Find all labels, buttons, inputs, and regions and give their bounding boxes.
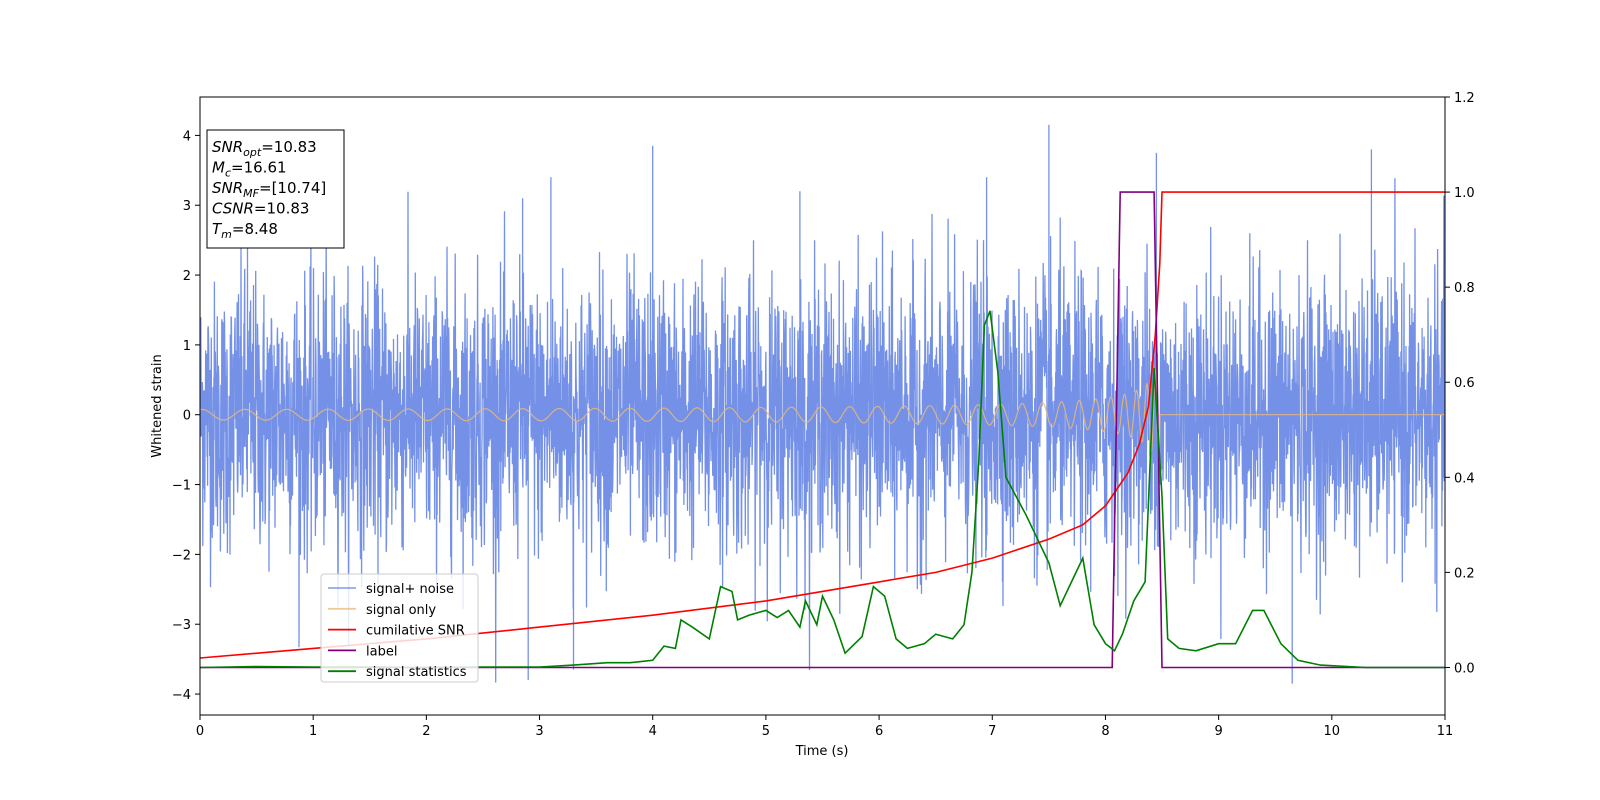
annotation-box: SNRopt=10.83Mc=16.61SNRMF=[10.74]CSNR=10… [206,129,345,249]
x-tick-label: 1 [309,724,317,739]
annotation-line: CSNR=10.83 [212,200,309,218]
legend: signal+ noise signal only cumilative SNR la… [320,573,479,683]
y-left-tick-label: −4 [172,688,191,703]
x-axis-label: Time (s) [795,744,849,759]
x-tick-label: 2 [422,724,430,739]
x-tick-label: 3 [535,724,543,739]
annotation-frame [206,129,345,249]
legend-label: signal+ noise [366,582,454,597]
legend-label: label [366,644,397,659]
x-tick-label: 11 [1437,724,1454,739]
legend-frame [320,573,479,683]
annotation-line: Tm=8.48 [212,220,278,241]
y-right-tick-label: 0.6 [1454,376,1475,391]
y-right-tick-label: 1.0 [1454,186,1475,201]
y-right-tick-label: 0.2 [1454,566,1475,581]
y-right-tick-label: 0.8 [1454,281,1475,296]
y-right-tick-label: 0.4 [1454,471,1475,486]
annotation-value: =16.61 [231,159,287,177]
x-tick-label: 10 [1324,724,1341,739]
series-line [200,369,1445,471]
x-tick-label: 0 [196,724,204,739]
y-left-tick-label: 3 [183,199,191,214]
annotation-var: T [212,220,223,238]
legend-entry: label [328,644,397,659]
x-tick-label: 7 [988,724,996,739]
annotation-sub: opt [243,146,262,159]
annotation-var: SNR [212,138,243,156]
y-left-tick-label: 1 [183,339,191,354]
plot-frame [199,96,1446,716]
x-tick-label: 6 [875,724,883,739]
y-axis-label: Whitened strain [150,354,165,457]
annotation-sub: m [221,228,232,241]
y-right-tick-label: 0.0 [1454,661,1475,676]
x-axis: 0 1 2 3 4 5 6 7 8 9 10 11 [196,715,1453,739]
legend-entry: signal only [328,603,436,618]
x-tick-label: 8 [1101,724,1109,739]
annotation-var: SNR [212,179,243,197]
annotation-sub: MF [243,187,259,200]
series-line [200,191,1445,669]
annotation-line: SNRMF=[10.74] [212,179,326,200]
legend-entry: cumilative SNR [328,624,465,639]
y-left-tick-label: −3 [172,618,191,633]
y-axis-left: −4 −3 −2 −1 0 1 2 3 4 [172,129,200,703]
y-axis-right: 0.0 0.2 0.4 0.6 0.8 1.0 1.2 [1445,91,1475,676]
y-left-tick-label: −1 [172,479,191,494]
annotation-value: =10.83 [254,200,310,218]
annotation-var: M [212,159,225,177]
y-right-tick-label: 1.2 [1454,91,1475,106]
annotation-value: =[10.74] [259,179,326,197]
legend-label: cumilative SNR [366,624,465,639]
annotation-line: Mc=16.61 [212,159,287,180]
x-tick-label: 5 [762,724,770,739]
y-left-tick-label: 4 [183,129,191,144]
y-left-tick-label: −2 [172,548,191,563]
annotation-var: CSNR [212,200,254,218]
annotation-value: =10.83 [261,138,317,156]
annotation-sub: c [225,167,231,180]
series-line [200,191,1445,659]
legend-label: signal statistics [366,665,467,680]
annotation-line: SNRopt=10.83 [212,138,317,159]
legend-label: signal only [366,603,436,618]
x-tick-label: 4 [649,724,657,739]
annotation-value: =8.48 [232,220,278,238]
series-layer [200,124,1445,684]
y-left-tick-label: 2 [183,269,191,284]
y-left-tick-label: 0 [183,409,191,424]
legend-entry: signal statistics [328,665,467,680]
legend-entry: signal+ noise [328,582,454,597]
x-tick-label: 9 [1214,724,1222,739]
series-line [200,310,1445,669]
